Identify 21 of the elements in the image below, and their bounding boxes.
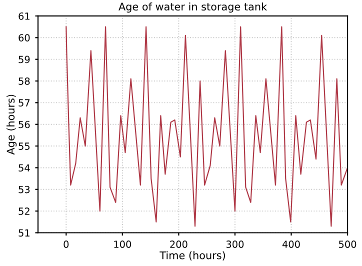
line-series <box>66 26 348 227</box>
x-tick-label: 300 <box>226 240 244 248</box>
y-axis-title: Age (hours) <box>6 94 17 155</box>
x-tick-label: 400 <box>282 240 300 248</box>
x-axis-title: Time (hours) <box>160 251 225 260</box>
y-tick-label: 55 <box>18 142 30 150</box>
y-tick-label: 59 <box>18 56 30 64</box>
x-tick-label: 200 <box>170 240 188 248</box>
y-tick-label: 52 <box>18 208 30 215</box>
y-tick-label: 61 <box>18 12 30 20</box>
x-tick-label: 100 <box>114 240 132 248</box>
y-tick-label: 53 <box>18 186 30 194</box>
y-tick-label: 56 <box>18 120 30 128</box>
x-tick-label: 0 <box>64 240 69 248</box>
x-tick-label: 500 <box>338 240 356 248</box>
chart-title: Age of water in storage tank <box>118 2 268 13</box>
y-tick-label: 57 <box>18 99 30 107</box>
y-tick-label: 54 <box>18 164 30 172</box>
y-tick-label: 58 <box>18 77 30 85</box>
y-tick-label: 60 <box>18 34 30 42</box>
y-tick-label: 51 <box>18 229 30 237</box>
